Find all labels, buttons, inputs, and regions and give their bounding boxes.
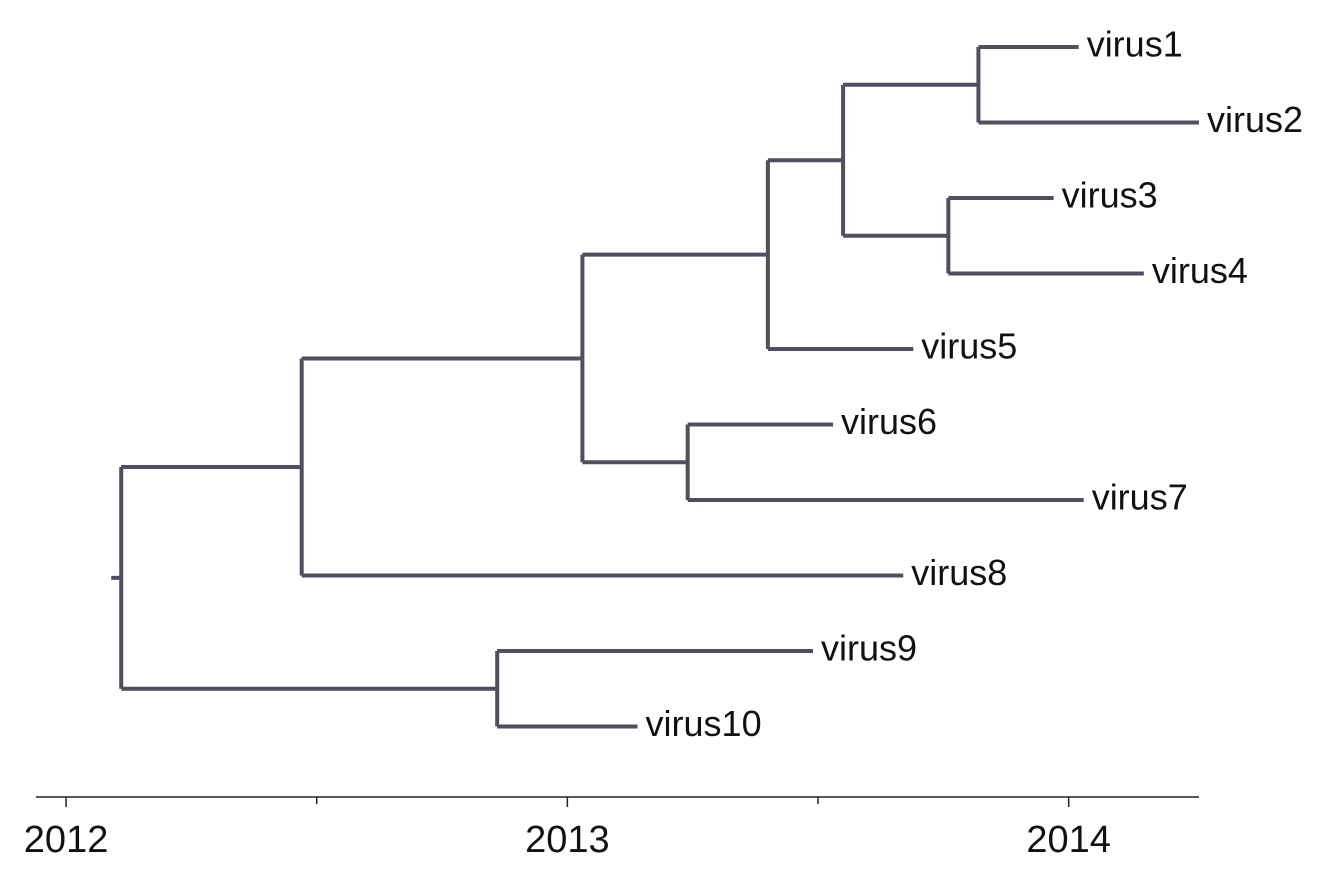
tip-label-virus7: virus7 [1092, 477, 1188, 518]
axis-ticks: 2012 2013 2014 [24, 797, 1111, 861]
tick-label-2013: 2013 [525, 819, 610, 861]
tip-label-virus6: virus6 [841, 401, 937, 442]
tree-branches [111, 45, 1199, 729]
tip-label-virus1: virus1 [1087, 24, 1183, 65]
tip-label-virus4: virus4 [1152, 250, 1248, 291]
tip-label-virus9: virus9 [821, 628, 917, 669]
tip-label-virus8: virus8 [911, 552, 1007, 593]
tick-label-2012: 2012 [24, 819, 109, 861]
tick-label-2014: 2014 [1026, 819, 1111, 861]
tip-label-virus5: virus5 [921, 326, 1017, 367]
tip-label-virus2: virus2 [1207, 99, 1303, 140]
tip-label-virus3: virus3 [1062, 175, 1158, 216]
tip-labels: virus1 virus2 virus3 virus4 virus5 virus6 viru… [646, 24, 1303, 745]
tip-label-virus10: virus10 [646, 703, 762, 744]
time-axis: 2012 2013 2014 [24, 796, 1199, 861]
